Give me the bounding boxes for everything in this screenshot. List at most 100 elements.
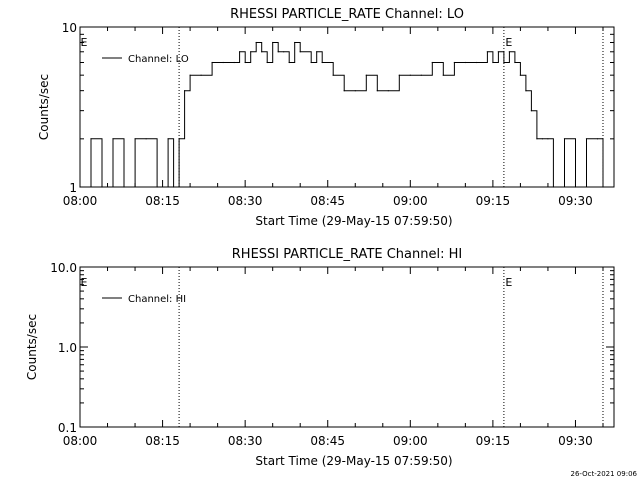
data-point — [387, 90, 389, 92]
data-point — [519, 74, 522, 76]
data-point — [442, 74, 444, 76]
data-point — [420, 74, 422, 76]
data-point — [321, 61, 323, 64]
data-point — [574, 186, 577, 188]
data-point — [112, 138, 114, 140]
data-point — [332, 74, 334, 76]
data-point — [376, 90, 378, 92]
x-tick-label: 08:30 — [228, 194, 263, 208]
x-tick-label: 09:30 — [558, 194, 593, 208]
data-point — [178, 138, 180, 140]
data-point — [233, 61, 235, 64]
data-point — [431, 61, 433, 64]
event-annotation: E — [81, 276, 88, 289]
y-axis-label: Counts/sec — [25, 314, 39, 380]
data-point — [343, 90, 345, 92]
data-point — [101, 186, 103, 188]
series-line — [80, 42, 604, 188]
event-annotation: E — [81, 36, 88, 49]
data-point — [272, 41, 274, 44]
data-point — [585, 138, 588, 140]
legend-label: Channel: LO — [128, 54, 189, 65]
chart-title: RHESSI PARTICLE_RATE Channel: HI — [232, 247, 462, 262]
y-tick-label: 1.0 — [58, 341, 77, 355]
data-point — [547, 138, 549, 140]
data-point — [508, 51, 510, 53]
data-point — [486, 51, 488, 53]
x-tick-label: 08:00 — [63, 194, 98, 208]
data-point — [365, 74, 367, 76]
data-point — [79, 186, 81, 188]
date-stamp: 26-Oct-2021 09:06 — [570, 470, 637, 478]
plot-frame — [79, 26, 615, 188]
data-point — [475, 61, 477, 64]
x-tick-label: 08:00 — [63, 434, 98, 448]
x-tick-label: 09:30 — [558, 434, 593, 448]
data-point — [173, 186, 175, 188]
data-point — [189, 74, 191, 76]
data-point — [266, 61, 268, 64]
x-tick-label: 08:45 — [310, 434, 345, 448]
data-point — [602, 186, 604, 188]
data-point — [310, 61, 312, 64]
data-point — [354, 90, 356, 92]
data-point — [497, 51, 499, 53]
data-point — [552, 186, 555, 188]
data-point — [90, 138, 92, 140]
data-point — [409, 74, 411, 76]
x-tick-label: 08:15 — [145, 434, 180, 448]
data-point — [294, 41, 296, 44]
data-point — [277, 51, 279, 53]
x-tick-label: 09:00 — [393, 434, 428, 448]
data-point — [244, 61, 246, 64]
data-point — [492, 61, 494, 64]
data-point — [222, 61, 224, 64]
x-axis-label: Start Time (29-May-15 07:59:50) — [255, 454, 452, 468]
x-tick-label: 09:00 — [393, 194, 428, 208]
data-point — [134, 138, 136, 140]
x-tick-label: 09:15 — [476, 194, 511, 208]
data-point — [596, 138, 599, 140]
y-tick-label: 1 — [69, 181, 77, 195]
x-axis-label: Start Time (29-May-15 07:59:50) — [255, 214, 452, 228]
legend-label: Channel: HI — [128, 294, 186, 305]
data-point — [283, 51, 285, 53]
data-point — [530, 110, 533, 112]
data-point — [261, 51, 263, 53]
chart-title: RHESSI PARTICLE_RATE Channel: LO — [230, 7, 464, 22]
data-point — [145, 138, 147, 140]
event-annotation: E — [505, 36, 512, 49]
data-point — [200, 74, 202, 76]
data-point — [299, 51, 301, 53]
y-tick-label: 10 — [62, 21, 77, 35]
y-axis-label: Counts/sec — [37, 74, 51, 140]
plot-frame — [79, 266, 615, 428]
data-point — [525, 90, 527, 92]
data-point — [239, 51, 241, 53]
x-tick-label: 09:15 — [476, 434, 511, 448]
data-point — [184, 90, 186, 92]
event-annotation: E — [505, 276, 512, 289]
x-tick-label: 08:15 — [145, 194, 180, 208]
x-tick-label: 08:30 — [228, 434, 263, 448]
data-point — [255, 41, 257, 44]
data-point — [514, 61, 516, 64]
data-point — [288, 61, 290, 64]
data-point — [398, 74, 400, 76]
y-tick-label: 0.1 — [58, 421, 77, 435]
data-point — [167, 138, 169, 140]
data-point — [563, 138, 566, 140]
data-point — [316, 51, 318, 53]
data-point — [541, 138, 544, 140]
data-point — [453, 61, 455, 64]
data-point — [250, 51, 252, 53]
data-point — [536, 138, 538, 140]
data-point — [503, 61, 505, 64]
data-point — [464, 61, 466, 64]
y-tick-label: 10.0 — [50, 261, 77, 275]
data-point — [211, 61, 213, 64]
x-tick-label: 08:45 — [310, 194, 345, 208]
data-point — [156, 186, 158, 188]
data-point — [123, 186, 125, 188]
